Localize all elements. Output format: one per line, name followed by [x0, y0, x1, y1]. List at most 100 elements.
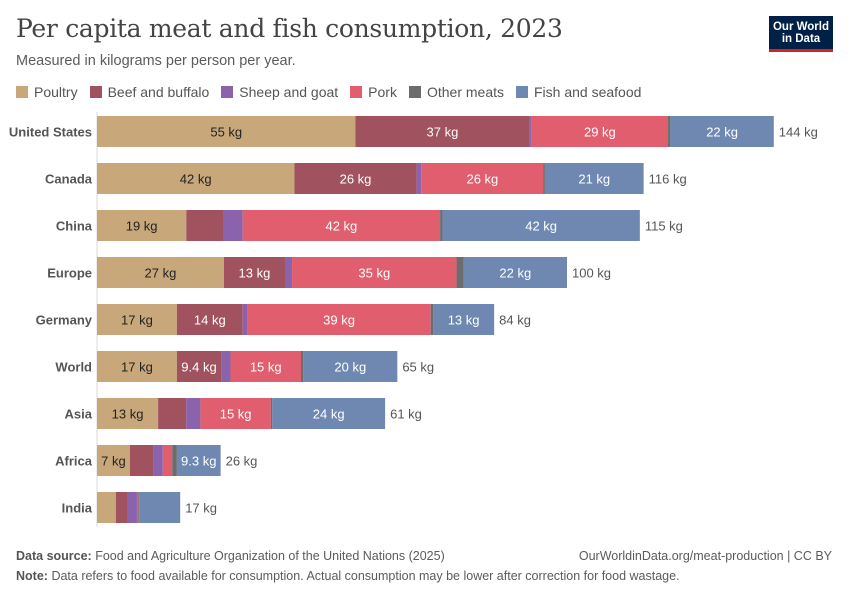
data-label: 39 kg	[323, 313, 355, 328]
legend-label: Fish and seafood	[534, 84, 642, 100]
category-label: Canada	[45, 172, 93, 187]
owid-logo[interactable]: Our World in Data	[769, 16, 833, 52]
bar-other-meats	[543, 163, 545, 194]
bar-pork	[292, 257, 457, 288]
legend-item-pork[interactable]: Pork	[350, 84, 397, 100]
bar-pork	[230, 351, 301, 382]
bar-poultry	[97, 445, 130, 476]
legend-swatch	[221, 86, 234, 98]
bar-pork	[200, 398, 271, 429]
legend-label: Sheep and goat	[239, 84, 339, 100]
bar-pork	[136, 492, 139, 523]
data-label: 13 kg	[448, 313, 480, 328]
bar-poultry	[97, 163, 295, 194]
legend-item-fish-and-seafood[interactable]: Fish and seafood	[516, 84, 641, 100]
data-label: 27 kg	[145, 266, 177, 281]
data-label: 42 kg	[325, 219, 357, 234]
total-label: 84 kg	[499, 313, 531, 328]
bar-sheep-and-goat	[221, 351, 231, 382]
bar-fish-and-seafood	[544, 163, 644, 194]
bar-sheep-and-goat	[285, 257, 293, 288]
bar-fish-and-seafood	[139, 492, 181, 523]
bar-pork	[531, 116, 669, 147]
legend-item-beef-and-buffalo[interactable]: Beef and buffalo	[89, 84, 210, 100]
category-label: World	[55, 360, 92, 375]
legend-label: Poultry	[34, 84, 78, 100]
legend-item-poultry[interactable]: Poultry	[16, 84, 78, 100]
bar-beef-and-buffalo	[129, 445, 154, 476]
total-label: 100 kg	[572, 266, 611, 281]
bar-sheep-and-goat	[242, 304, 248, 335]
bar-fish-and-seafood	[176, 445, 221, 476]
data-source: Data source: Food and Agriculture Organi…	[16, 549, 445, 563]
bar-beef-and-buffalo	[176, 351, 222, 382]
legend-swatch	[89, 86, 102, 98]
legend-label: Pork	[368, 84, 397, 100]
total-label: 144 kg	[779, 125, 818, 140]
category-label: Africa	[55, 454, 93, 469]
data-label: 26 kg	[466, 172, 498, 187]
bar-other-meats	[270, 398, 273, 429]
bar-fish-and-seafood	[463, 257, 567, 288]
legend-label: Beef and buffalo	[107, 84, 210, 100]
source-url-link[interactable]: OurWorldinData.org/meat-production | CC …	[578, 549, 832, 563]
data-label: 55 kg	[210, 125, 242, 140]
chart-legend: Poultry Beef and buffalo Sheep and goat Por…	[16, 84, 653, 100]
data-label: 26 kg	[340, 172, 372, 187]
data-label: 13 kg	[112, 407, 144, 422]
total-label: 65 kg	[402, 360, 434, 375]
bar-other-meats	[300, 351, 304, 382]
bar-pork	[421, 163, 544, 194]
note-label: Note:	[16, 569, 48, 583]
bar-poultry	[97, 351, 177, 382]
data-label: 17 kg	[121, 313, 153, 328]
legend-swatch	[350, 86, 363, 98]
bar-sheep-and-goat	[529, 116, 532, 147]
category-label: India	[62, 501, 93, 516]
bar-pork	[247, 304, 431, 335]
bar-poultry	[97, 257, 224, 288]
legend-item-other-meats[interactable]: Other meats	[408, 84, 504, 100]
bar-fish-and-seafood	[272, 398, 386, 429]
bar-beef-and-buffalo	[355, 116, 530, 147]
bar-sheep-and-goat	[223, 210, 243, 241]
data-label: 35 kg	[358, 266, 390, 281]
bar-sheep-and-goat	[153, 445, 163, 476]
total-label: 17 kg	[185, 501, 217, 516]
bar-fish-and-seafood	[433, 304, 495, 335]
legend-swatch	[16, 86, 28, 98]
bar-sheep-and-goat	[127, 492, 137, 523]
data-label: 42 kg	[525, 219, 557, 234]
chart-subtitle: Measured in kilograms per person per yea…	[16, 53, 296, 69]
legend-item-sheep-and-goat[interactable]: Sheep and goat	[221, 84, 338, 100]
bar-other-meats	[172, 445, 177, 476]
data-label: 9.3 kg	[181, 454, 216, 469]
bar-poultry	[97, 116, 356, 147]
bar-sheep-and-goat	[416, 163, 422, 194]
bar-other-meats	[456, 257, 464, 288]
bar-poultry	[97, 210, 187, 241]
data-label: 19 kg	[126, 219, 158, 234]
data-label: 9.4 kg	[181, 360, 216, 375]
chart-title: Per capita meat and fish consumption, 20…	[16, 14, 563, 43]
data-label: 22 kg	[706, 125, 738, 140]
bar-pork	[162, 445, 173, 476]
bar-poultry	[97, 492, 116, 523]
data-label: 22 kg	[499, 266, 531, 281]
data-label: 24 kg	[313, 407, 345, 422]
data-label: 7 kg	[101, 454, 126, 469]
source-label: Data source:	[16, 549, 92, 563]
bar-other-meats	[668, 116, 671, 147]
legend-swatch	[516, 86, 528, 98]
data-label: 37 kg	[427, 125, 459, 140]
bar-beef-and-buffalo	[176, 304, 243, 335]
bar-fish-and-seafood	[303, 351, 398, 382]
chart-note: Note: Data refers to food available for …	[16, 569, 680, 583]
total-label: 61 kg	[390, 407, 422, 422]
bar-beef-and-buffalo	[223, 257, 285, 288]
total-label: 116 kg	[649, 172, 687, 187]
note-text: Data refers to food available for consum…	[51, 569, 680, 583]
bar-other-meats	[430, 304, 434, 335]
data-label: 15 kg	[220, 407, 252, 422]
bar-beef-and-buffalo	[158, 398, 187, 429]
